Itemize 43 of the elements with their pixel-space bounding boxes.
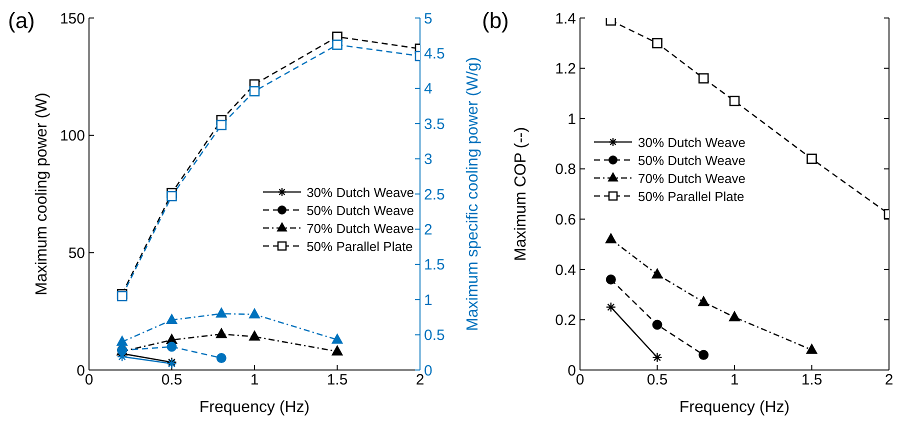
chart-title: (b) [482, 8, 509, 34]
y-tick-label: 0.2 [555, 312, 576, 330]
y2-tick-label: 3 [424, 151, 432, 168]
y-tick-label: 1.4 [555, 10, 576, 28]
legend-label: 70% Dutch Weave [306, 220, 414, 236]
y2-tick-label: 3.5 [424, 116, 445, 133]
y-tick-label: 150 [60, 10, 85, 28]
x-tick-label: 0.5 [161, 372, 182, 389]
y-axis-title: Maximum cooling power (W) [34, 92, 51, 296]
legend-label: 70% Dutch Weave [638, 170, 746, 186]
x-tick-label: 1 [250, 372, 259, 389]
x-tick-label: 2 [884, 372, 894, 389]
x-tick-label: 2 [416, 372, 424, 389]
x-tick-label: 1 [730, 372, 739, 389]
legend-label: 50% Dutch Weave [306, 202, 414, 218]
y-axis-title: Maximum COP (--) [512, 127, 530, 261]
y2-axis-title: Maximum specific cooling power (W/g) [464, 57, 482, 331]
y2-tick-label: 4.5 [424, 46, 445, 63]
y-tick-label: 0.4 [555, 262, 576, 279]
legend-label: 30% Dutch Weave [306, 184, 414, 200]
legend-label: 30% Dutch Weave [638, 134, 746, 150]
y2-tick-label: 5 [424, 10, 432, 28]
y2-tick-label: 1 [424, 292, 432, 309]
y-tick-label: 1 [568, 110, 576, 128]
y-tick-label: 0.6 [555, 211, 576, 228]
y-tick-label: 100 [60, 128, 85, 145]
legend-label: 50% Dutch Weave [638, 152, 746, 168]
y-tick-label: 1.2 [555, 60, 576, 78]
legend-label: 50% Parallel Plate [638, 188, 744, 204]
y-tick-label: 50 [68, 244, 85, 262]
x-axis-title: Frequency (Hz) [679, 399, 790, 416]
x-tick-label: 1.5 [326, 372, 348, 389]
x-axis-title: Frequency (Hz) [199, 399, 310, 416]
legend-label: 50% Parallel Plate [306, 238, 413, 254]
x-tick-label: 1.5 [801, 372, 822, 389]
y2-tick-label: 2 [424, 222, 432, 239]
y2-tick-label: 4 [424, 80, 432, 98]
y-tick-label: 0.8 [555, 161, 576, 178]
chart-title: (a) [8, 8, 35, 34]
y2-tick-label: 1.5 [424, 256, 445, 274]
y2-tick-label: 2.5 [424, 186, 445, 204]
y2-tick-label: 0.5 [424, 327, 445, 344]
x-tick-label: 0.5 [646, 372, 668, 389]
